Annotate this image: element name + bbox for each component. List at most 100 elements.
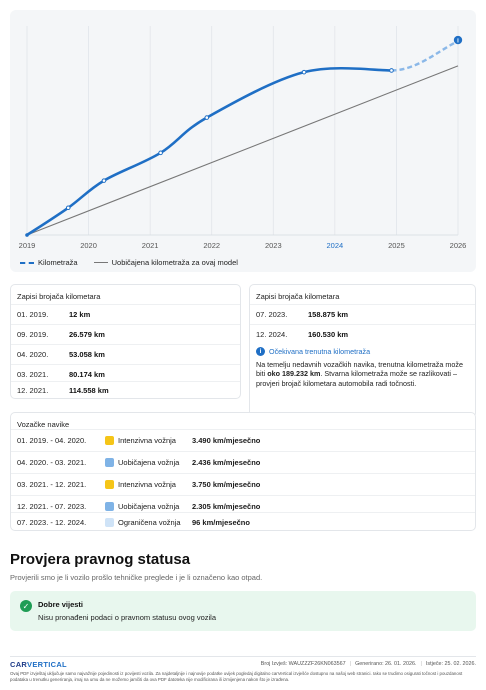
checkmark-icon: ✓ bbox=[20, 600, 32, 612]
forecast-info-icon bbox=[453, 35, 463, 45]
expected-mileage-info: i Očekivana trenutna kilometraža Na teme… bbox=[256, 347, 470, 388]
report-number: Broj Izvješ: WAUZZZF26KN063567 bbox=[260, 661, 346, 667]
habit-label: Intenzivna vožnja bbox=[118, 436, 176, 445]
legal-result-text: Nisu pronađeni podaci o pravnom statusu … bbox=[38, 613, 217, 622]
table-row: 07. 2023. - 12. 2024. Ograničena vožnja … bbox=[11, 512, 475, 531]
record-date: 07. 2023. bbox=[256, 310, 288, 319]
odometer-records-right: Zapisi brojača kilometara 07. 2023. 158.… bbox=[249, 284, 476, 418]
table-row: 07. 2023. 158.875 km bbox=[250, 304, 475, 324]
report-meta: Broj Izvješ: WAUZZZF26KN063567 | Generir… bbox=[260, 661, 476, 667]
mileage-point bbox=[25, 233, 29, 237]
mileage-point bbox=[65, 205, 71, 211]
logo-part-a: CAR bbox=[10, 660, 28, 669]
table-row: 01. 2019. 12 km bbox=[11, 304, 240, 324]
mileage-point bbox=[301, 69, 307, 75]
record-value: 160.530 km bbox=[308, 330, 349, 339]
mileage-line bbox=[25, 66, 393, 237]
legal-result-title: Dobre vijesti bbox=[38, 600, 84, 609]
legend-swatch-typical bbox=[93, 262, 108, 263]
record-date: 01. 2019. bbox=[17, 310, 49, 319]
expected-text-part-1: Na temelju nedavnih vozačkih navika, tre… bbox=[256, 359, 463, 379]
legend-swatch-mileage bbox=[20, 261, 34, 264]
expected-text-part-2: . Stvarna kilometraža može se razlikovat… bbox=[256, 369, 457, 388]
x-tick-label: 2026 bbox=[450, 241, 467, 250]
habit-label: Uobičajena vožnja bbox=[118, 458, 180, 467]
legal-status-subtitle: Provjerili smo je li vozilo prošlo tehni… bbox=[10, 573, 263, 582]
driving-habits-card: Vozačke navike 01. 2019. - 04. 2020. Int… bbox=[10, 412, 476, 531]
habit-color-swatch bbox=[105, 436, 114, 445]
habit-period: 12. 2021. - 07. 2023. bbox=[17, 502, 87, 511]
logo-part-b: VERTICAL bbox=[27, 660, 67, 669]
legend-item-mileage: Kilometraža bbox=[20, 258, 78, 267]
habit-rate: 96 km/mjesečno bbox=[192, 517, 250, 527]
x-tick-label: 2019 bbox=[19, 241, 36, 250]
x-tick-label: 2022 bbox=[203, 241, 220, 250]
habit-period: 01. 2019. - 04. 2020. bbox=[17, 436, 87, 445]
habit-rate: 2.305 km/mjesečno bbox=[192, 502, 261, 511]
habit-period: 04. 2020. - 03. 2021. bbox=[17, 458, 87, 467]
table-row: 04. 2020. 53.058 km bbox=[11, 344, 240, 364]
mileage-chart-card: i 2019 2020 2021 2022 2023 2024 2025 2026 Kilom… bbox=[10, 10, 476, 272]
table-row: 12. 2021. - 07. 2023. Uobičajena vožnja … bbox=[11, 495, 475, 517]
x-tick-label: 2025 bbox=[388, 241, 405, 250]
info-icon: i bbox=[256, 347, 265, 357]
record-value: 26.579 km bbox=[69, 330, 105, 339]
expected-mileage-text: Na temelju nedavnih vozačkih navika, tre… bbox=[256, 360, 470, 389]
record-date: 12. 2021. bbox=[17, 386, 49, 395]
chart-legend: Kilometraža Uobičajena kilometraža za ov… bbox=[20, 258, 254, 267]
record-value: 53.058 km bbox=[69, 350, 105, 359]
x-tick-label: 2023 bbox=[265, 241, 282, 250]
typical-mileage-line bbox=[26, 65, 459, 236]
mileage-point bbox=[204, 115, 210, 120]
habit-rate: 3.750 km/mjesečno bbox=[192, 480, 261, 489]
footer-divider bbox=[10, 656, 476, 657]
report-generated: Generirano: 26. 01. 2026. bbox=[355, 661, 417, 667]
table-row: 12. 2024. 160.530 km bbox=[250, 324, 475, 344]
habit-color-swatch bbox=[105, 502, 114, 511]
table-row: 09. 2019. 26.579 km bbox=[11, 324, 240, 344]
legal-status-title: Provjera pravnog statusa bbox=[10, 551, 191, 568]
habit-period: 03. 2021. - 12. 2021. bbox=[17, 480, 87, 489]
habit-color-swatch bbox=[105, 480, 114, 489]
table-row: 04. 2020. - 03. 2021. Uobičajena vožnja … bbox=[11, 451, 475, 473]
record-value: 114.558 km bbox=[69, 386, 109, 395]
record-date: 12. 2024. bbox=[256, 330, 288, 339]
table-row: 03. 2021. 80.174 km bbox=[11, 364, 240, 384]
habit-rate: 3.490 km/mjesečno bbox=[192, 436, 261, 445]
legend-label-mileage: Kilometraža bbox=[38, 258, 78, 267]
record-date: 04. 2020. bbox=[17, 350, 49, 359]
expected-mileage-value: oko 189.232 km bbox=[267, 369, 321, 379]
expected-mileage-heading: Očekivana trenutna kilometraža bbox=[269, 347, 371, 356]
legend-item-typical: Uobičajena kilometraža za ovaj model bbox=[93, 258, 238, 267]
odometer-records-left: Zapisi brojača kilometara 01. 2019. 12 k… bbox=[10, 284, 241, 399]
mileage-point bbox=[158, 150, 163, 156]
footer-disclaimer: Ovaj PDF izvještaj uključuje samo najvaž… bbox=[10, 671, 463, 682]
table-row: 03. 2021. - 12. 2021. Intenzivna vožnja … bbox=[11, 473, 475, 495]
habit-label: Uobičajena vožnja bbox=[118, 502, 180, 511]
mileage-point bbox=[389, 68, 394, 73]
x-tick-label: 2020 bbox=[80, 241, 97, 250]
table-row: 01. 2019. - 04. 2020. Intenzivna vožnja … bbox=[11, 429, 475, 451]
mileage-forecast-line bbox=[391, 39, 459, 72]
habit-color-swatch bbox=[105, 517, 114, 527]
carvertical-logo: CARVERTICAL bbox=[10, 660, 67, 669]
habit-color-swatch bbox=[105, 458, 114, 467]
record-value: 12 km bbox=[69, 310, 91, 319]
record-date: 09. 2019. bbox=[17, 330, 49, 339]
mileage-chart: i 2019 2020 2021 2022 2023 2024 2025 2026 bbox=[19, 26, 467, 250]
record-date: 03. 2021. bbox=[17, 370, 49, 379]
x-tick-label: 2021 bbox=[142, 241, 159, 250]
habit-label: Ograničena vožnja bbox=[118, 517, 181, 527]
record-value: 158.875 km bbox=[308, 310, 349, 319]
driving-habits-title: Vozačke navike bbox=[17, 420, 70, 429]
habit-label: Intenzivna vožnja bbox=[118, 480, 176, 489]
table-row: 12. 2021. 114.558 km bbox=[11, 381, 240, 399]
habit-period: 07. 2023. - 12. 2024. bbox=[17, 517, 87, 527]
odometer-right-title: Zapisi brojača kilometara bbox=[256, 292, 340, 301]
odometer-left-title: Zapisi brojača kilometara bbox=[17, 292, 101, 301]
habit-rate: 2.436 km/mjesečno bbox=[192, 458, 261, 467]
legal-status-result: ✓ Dobre vijesti Nisu pronađeni podaci o … bbox=[10, 591, 476, 631]
forecast-info-glyph: i bbox=[457, 39, 459, 45]
record-value: 80.174 km bbox=[69, 370, 105, 379]
x-tick-label: 2024 bbox=[327, 241, 344, 250]
